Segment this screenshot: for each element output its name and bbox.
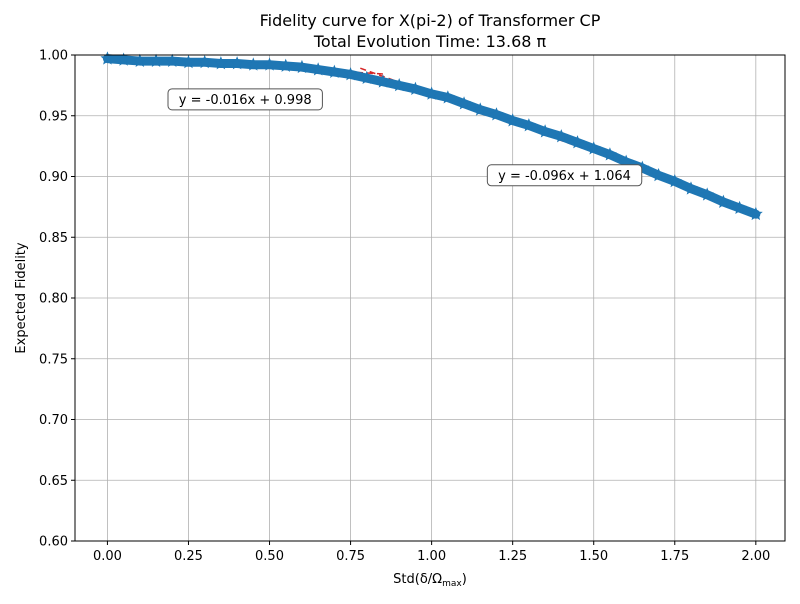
data-point — [294, 59, 309, 74]
x-axis-ticks: 0.00 0.25 0.50 0.75 1.00 1.25 1.50 1.75 2.00 — [93, 541, 770, 564]
x-tick-label: 0.50 — [255, 549, 284, 564]
data-point — [132, 53, 147, 68]
data-point — [505, 113, 520, 127]
data-point — [748, 206, 763, 221]
data-point — [100, 51, 115, 65]
data-point — [473, 102, 488, 116]
data-point — [586, 141, 601, 155]
x-axis-label-main: Std(δ/Ω — [393, 572, 442, 587]
data-point — [408, 81, 423, 95]
data-point — [311, 62, 326, 76]
data-point — [392, 78, 407, 92]
data-point — [684, 181, 698, 195]
data-point — [359, 70, 374, 85]
data-point — [181, 54, 196, 69]
x-tick-label: 0.00 — [93, 549, 122, 564]
x-tick-label: 0.25 — [174, 549, 203, 564]
data-point — [602, 147, 617, 161]
data-points — [100, 51, 763, 221]
data-point — [424, 86, 439, 100]
y-tick-label: 1.00 — [39, 49, 68, 64]
data-point — [700, 187, 715, 201]
data-point — [457, 96, 472, 110]
y-tick-label: 0.90 — [39, 170, 68, 185]
x-tick-label: 1.25 — [498, 549, 527, 564]
y-axis-ticks: 0.60 0.65 0.70 0.75 0.80 0.85 0.90 0.95 1.00 — [39, 49, 75, 550]
data-point — [343, 67, 358, 81]
x-axis-label-close: ) — [462, 572, 467, 587]
y-axis-label: Expected Fidelity — [14, 242, 29, 353]
data-point — [327, 64, 342, 78]
fit-annotations: y = -0.016x + 0.998 y = -0.096x + 1.064 — [167, 88, 643, 187]
data-point — [716, 194, 731, 208]
x-tick-label: 0.75 — [336, 549, 365, 564]
data-point — [197, 54, 212, 69]
data-point — [570, 135, 585, 149]
y-tick-label: 0.60 — [39, 535, 68, 550]
fit-annotation-box-1 — [167, 88, 323, 111]
data-point — [554, 129, 569, 143]
data-point — [278, 58, 293, 72]
y-tick-label: 0.85 — [39, 231, 68, 246]
x-tick-label: 2.00 — [741, 549, 770, 564]
x-tick-label: 1.75 — [660, 549, 689, 564]
chart-title-line2: Total Evolution Time: 13.68 π — [313, 32, 547, 51]
x-tick-label: 1.00 — [417, 549, 446, 564]
data-point — [489, 107, 504, 121]
data-point — [667, 174, 682, 188]
fit-annotation-box-2 — [486, 164, 643, 187]
data-point — [149, 53, 164, 68]
fit-annotation-text-1: y = -0.016x + 0.998 — [179, 93, 312, 108]
data-point — [651, 167, 666, 182]
data-point — [732, 200, 747, 215]
y-tick-label: 0.70 — [39, 413, 68, 428]
data-point — [213, 56, 228, 70]
data-point — [165, 53, 180, 68]
data-point — [116, 52, 131, 66]
data-point — [246, 57, 261, 71]
data-point — [521, 118, 536, 132]
data-point — [440, 90, 455, 104]
data-point — [376, 74, 390, 88]
x-axis-label-subscript: max — [442, 579, 462, 589]
data-point — [538, 124, 553, 138]
y-tick-label: 0.80 — [39, 292, 68, 307]
y-tick-label: 0.65 — [39, 474, 68, 489]
y-tick-label: 0.75 — [39, 352, 68, 367]
data-point — [230, 56, 245, 70]
fit-annotation-text-2: y = -0.096x + 1.064 — [498, 169, 631, 184]
x-axis-label: Std(δ/Ωmax) — [393, 572, 467, 589]
y-tick-label: 0.95 — [39, 109, 68, 124]
x-tick-label: 1.50 — [579, 549, 608, 564]
chart-title-line1: Fidelity curve for X(pi-2) of Transforme… — [260, 11, 601, 30]
data-point — [262, 57, 277, 71]
grid-lines — [75, 54, 785, 542]
